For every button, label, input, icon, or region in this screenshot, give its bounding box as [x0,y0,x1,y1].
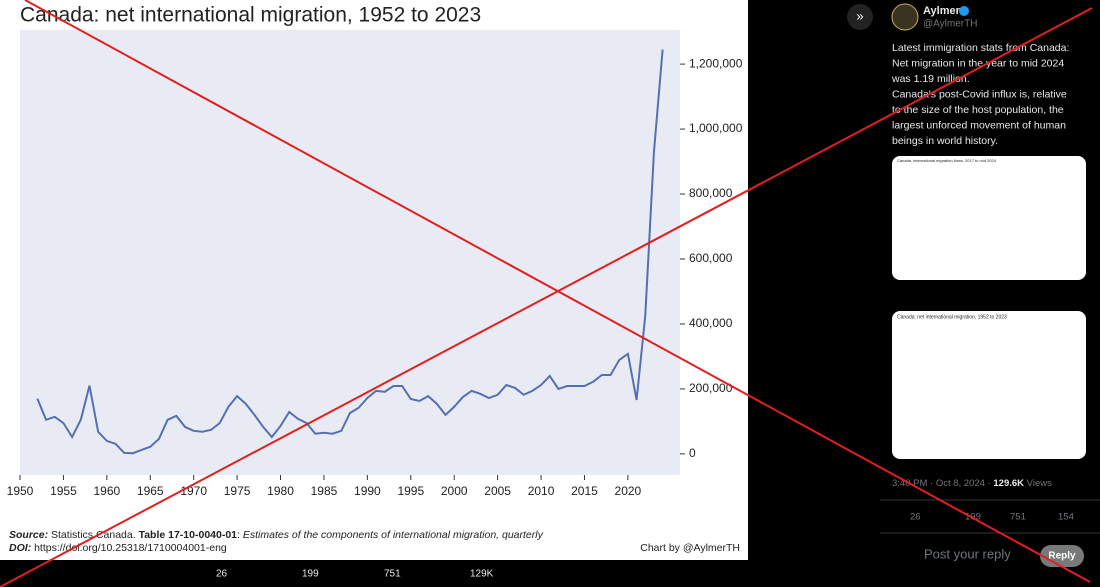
x-tick-label: 1995 [397,484,424,498]
view-count[interactable]: 129K [470,569,494,580]
image-1-title: Canada, international migration flows, 2… [897,158,997,163]
plot-area [20,30,680,475]
reply-button-label: Reply [1048,551,1076,562]
x-tick-label: 1950 [7,484,34,498]
viewer-bar: 26 199 751 129K [216,569,494,580]
image-2[interactable] [892,311,1086,459]
avatar[interactable] [891,3,919,31]
x-tick-label: 1970 [180,484,207,498]
y-tick-label: 400,000 [689,316,733,330]
tweet-text: largest unforced movement of human [892,119,1066,131]
expand-button[interactable] [847,4,873,30]
like-count[interactable]: 751 [384,569,401,580]
x-tick-label: 2000 [441,484,468,498]
x-tick-label: 2005 [484,484,511,498]
like-count[interactable]: 751 [1010,512,1026,523]
tweet-text: Net migration in the year to mid 2024 [892,57,1064,69]
tweet-text: Latest immigration stats from Canada: [892,42,1069,54]
x-tick-label: 1990 [354,484,381,498]
image-2-title: Canada: net international migration, 195… [897,314,1007,320]
reply-input[interactable]: Post your reply [924,546,1011,561]
y-tick-label: 0 [689,446,696,460]
tweet-text: Canada's post-Covid influx is, relative [892,88,1067,100]
tweet-panel: Aylmer @AylmerTH Canada, international m… [880,0,1100,587]
doi: DOI: https://doi.org/10.25318/1710004001… [9,542,227,554]
image-1[interactable] [892,156,1086,280]
tweet-text: to the size of the host population, the [892,104,1064,116]
y-tick-label: 1,000,000 [689,121,743,135]
x-tick-label: 1965 [137,484,164,498]
repost-count[interactable]: 199 [302,569,319,580]
chart-title: Canada: net international migration, 195… [20,4,481,27]
x-tick-label: 1975 [224,484,251,498]
x-tick-label: 1985 [311,484,338,498]
cross-line [0,7,1093,587]
y-tick-label: 600,000 [689,251,733,265]
tweet-panel-bg [880,0,1100,587]
x-tick-label: 2020 [615,484,642,498]
bookmark-count[interactable]: 154 [1058,512,1074,523]
reply-count[interactable]: 26 [910,512,921,523]
verified-badge [959,6,969,16]
line-series [36,49,664,455]
author-handle[interactable]: @AylmerTH [923,19,977,30]
tweet-text: was 1.19 million. [891,73,970,85]
x-tick-label: 1960 [93,484,120,498]
timestamp: 3:40 PM · Oct 8, 2024 · 129.6K Views [892,478,1052,489]
x-tick-label: 1980 [267,484,294,498]
author-name[interactable]: Aylmer [923,5,961,17]
y-tick-label: 1,200,000 [689,56,743,70]
x-tick-label: 2010 [528,484,555,498]
y-tick-label: 200,000 [689,381,733,395]
x-tick-label: 2015 [571,484,598,498]
reply-count[interactable]: 26 [216,569,228,580]
tweet-text: beings in world history. [892,135,998,147]
x-tick-label: 1955 [50,484,77,498]
credit: Chart by @AylmerTH [640,542,740,554]
source: Source: Statistics Canada. Table 17-10-0… [9,529,544,541]
y-tick-label: 800,000 [689,186,733,200]
expand-icon: » [856,8,863,23]
